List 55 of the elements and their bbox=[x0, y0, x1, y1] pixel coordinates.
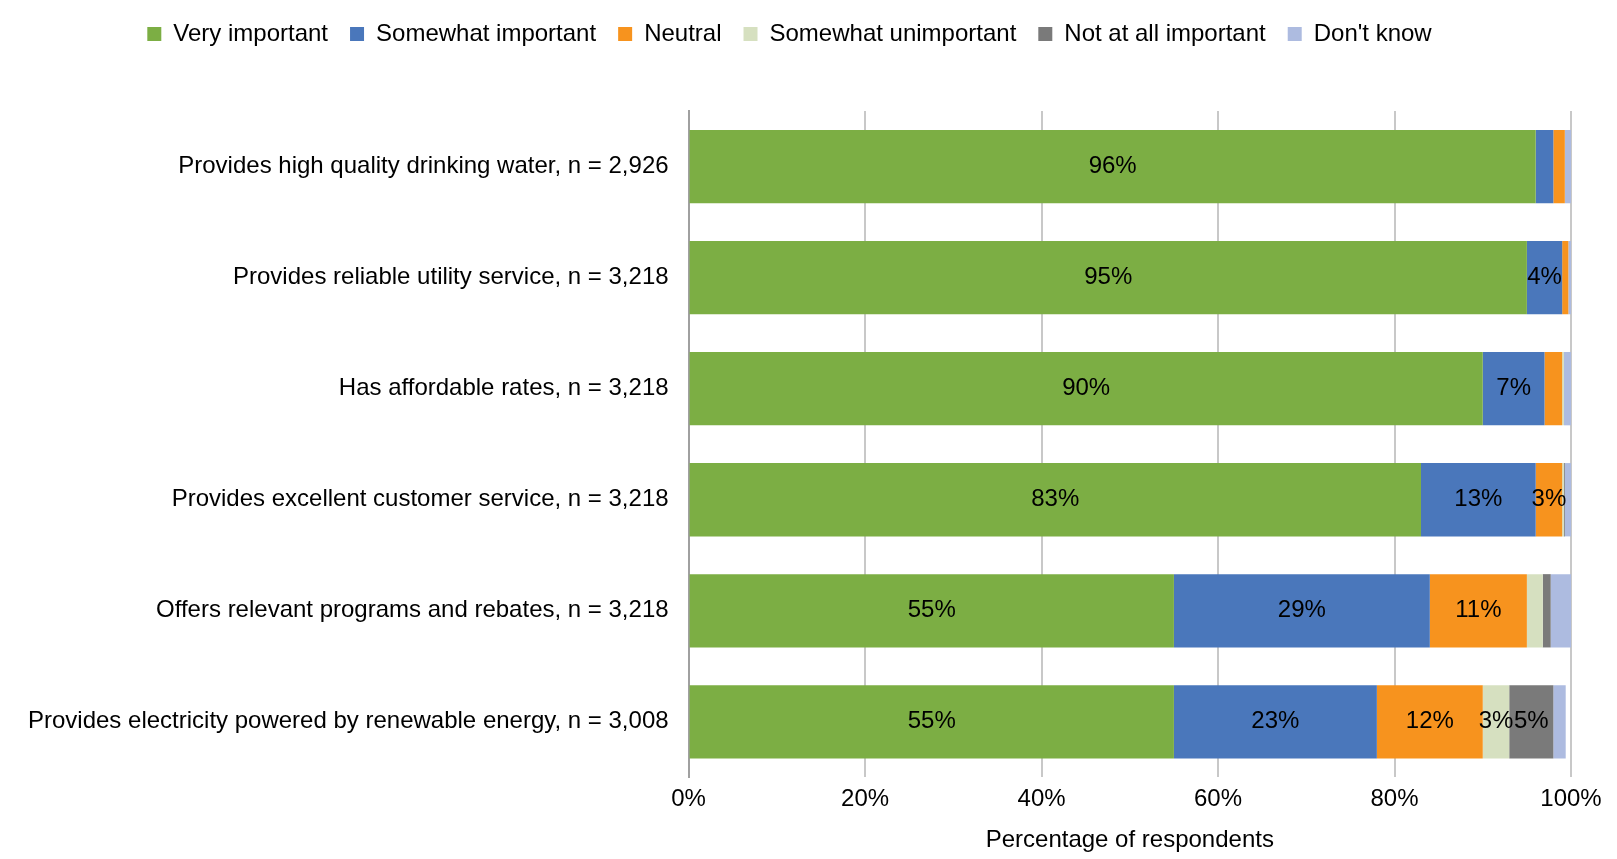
bar bbox=[689, 240, 1527, 315]
bar bbox=[1526, 574, 1543, 648]
bar bbox=[1173, 685, 1377, 759]
legend-label: Don't know bbox=[1313, 18, 1433, 46]
data-label: 55% bbox=[907, 706, 956, 734]
data-label: 11% bbox=[1455, 595, 1502, 623]
bar bbox=[1429, 574, 1527, 648]
bar bbox=[1564, 463, 1571, 537]
data-label: 55% bbox=[907, 595, 956, 623]
legend-label: Very important bbox=[173, 18, 329, 46]
x-tick-label: 0% bbox=[671, 784, 706, 812]
y-tick-label: Provides excellent customer service, n = 3,218 bbox=[171, 484, 669, 512]
bar bbox=[1564, 129, 1571, 204]
x-tick-label: 100% bbox=[1540, 784, 1602, 812]
data-label: 5% bbox=[1513, 706, 1549, 734]
data-label: 90% bbox=[1062, 373, 1111, 401]
bar bbox=[689, 463, 1421, 537]
data-label: 12% bbox=[1405, 706, 1454, 734]
y-tick-label: Offers relevant programs and rebates, n = 3,218 bbox=[156, 595, 669, 623]
data-label: 29% bbox=[1277, 595, 1326, 623]
legend-label: Somewhat important bbox=[376, 18, 597, 46]
data-label: 7% bbox=[1496, 373, 1531, 401]
y-tick-label: Provides high quality drinking water, n = 2,926 bbox=[178, 151, 669, 179]
y-tick-label: Provides electricity powered by renewable energy, n = 3,008 bbox=[27, 706, 669, 734]
bar bbox=[1562, 240, 1569, 315]
x-axis-title: Percentage of respondents bbox=[985, 825, 1274, 853]
legend-label: Not at all important bbox=[1064, 18, 1267, 46]
bar bbox=[1553, 685, 1566, 759]
data-label: 13% bbox=[1454, 484, 1503, 512]
y-tick-label: Has affordable rates, n = 3,218 bbox=[338, 373, 669, 401]
bar bbox=[1544, 352, 1563, 426]
bar bbox=[1535, 129, 1554, 204]
x-tick-label: 40% bbox=[1017, 784, 1066, 812]
bar bbox=[1542, 574, 1551, 648]
bar bbox=[689, 129, 1536, 204]
bar bbox=[1568, 240, 1571, 315]
bar bbox=[1482, 352, 1545, 426]
data-label: 95% bbox=[1084, 262, 1133, 290]
data-label: 4% bbox=[1527, 262, 1562, 290]
bar bbox=[1173, 574, 1430, 648]
y-tick-label: Provides reliable utility service, n = 3,218 bbox=[233, 262, 669, 290]
x-tick-label: 20% bbox=[841, 784, 890, 812]
legend-label: Somewhat unimportant bbox=[769, 18, 1017, 46]
x-tick-label: 80% bbox=[1370, 784, 1419, 812]
legend-label: Neutral bbox=[644, 18, 722, 46]
data-label: 96% bbox=[1088, 151, 1137, 179]
data-label: 83% bbox=[1031, 484, 1080, 512]
bar bbox=[689, 574, 1174, 648]
data-label: 23% bbox=[1251, 706, 1300, 734]
bar bbox=[689, 685, 1174, 759]
bar bbox=[1553, 129, 1565, 204]
x-tick-label: 60% bbox=[1194, 784, 1243, 812]
bar bbox=[1563, 352, 1571, 426]
bar bbox=[1550, 574, 1571, 648]
bar bbox=[689, 352, 1483, 426]
